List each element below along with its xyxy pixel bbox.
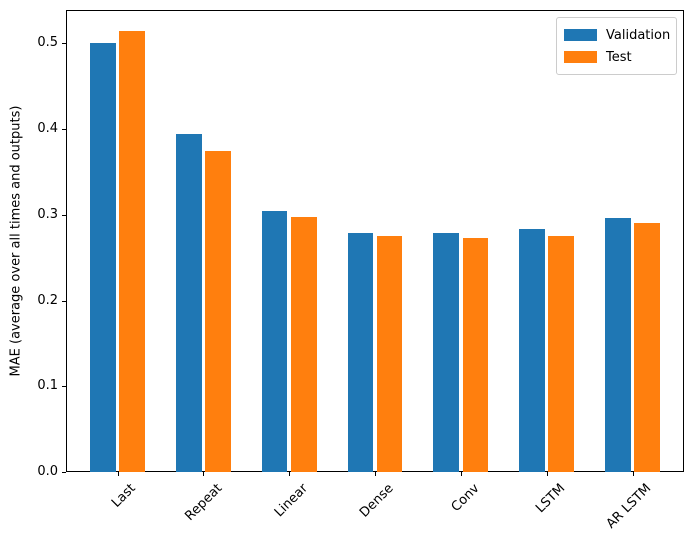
x-tick-mark: [460, 472, 462, 476]
bar-test-dense: [376, 236, 403, 472]
bar-validation-ar-lstm: [605, 218, 631, 472]
x-tick-mark: [117, 472, 119, 476]
x-tick-label-linear: Linear: [271, 481, 311, 521]
bar-test-conv: [462, 238, 489, 472]
x-tick-label-dense: Dense: [356, 481, 397, 521]
bar-validation-dense: [347, 232, 374, 472]
bar-test-linear: [290, 216, 317, 472]
plot-area: [66, 10, 684, 472]
bar-validation-last: [90, 42, 116, 472]
bar-test-ar-lstm: [634, 223, 660, 472]
x-tick-label-lstm: LSTM: [533, 481, 569, 517]
legend-item-test: Test: [564, 46, 668, 68]
legend-item-validation: Validation: [564, 24, 671, 46]
y-tick-mark: [62, 129, 66, 131]
y-tick-label: 0.2: [37, 292, 58, 308]
x-tick-label-ar-lstm: AR LSTM: [603, 481, 655, 532]
legend-label-validation: Validation: [606, 27, 671, 43]
bar-validation-linear: [261, 211, 288, 472]
x-tick-mark: [546, 472, 548, 476]
validation-series-swatch: [564, 29, 597, 41]
x-tick-mark: [375, 472, 376, 476]
legend: Validation Test: [556, 17, 677, 75]
y-tick-label: 0.0: [37, 464, 58, 479]
x-tick-label-last: Last: [109, 481, 140, 511]
y-tick-mark: [62, 386, 66, 388]
x-tick-mark: [289, 472, 291, 476]
test-series-swatch: [564, 51, 597, 63]
y-tick-mark: [62, 43, 66, 45]
bar-test-repeat: [205, 150, 231, 472]
y-tick-label: 0.4: [37, 121, 58, 137]
y-tick-mark: [62, 214, 66, 216]
bar-validation-conv: [433, 232, 460, 472]
y-tick-mark: [62, 472, 66, 473]
y-tick-mark: [62, 300, 66, 302]
x-tick-label-repeat: Repeat: [181, 481, 225, 524]
bar-validation-lstm: [519, 228, 545, 472]
x-tick-label-conv: Conv: [448, 481, 483, 515]
y-tick-label: 0.5: [37, 35, 58, 51]
y-axis-label: MAE (average over all times and outputs): [8, 105, 24, 377]
y-tick-label: 0.3: [37, 206, 58, 222]
y-tick-label: 0.1: [37, 378, 58, 394]
x-tick-mark: [203, 472, 205, 476]
legend-label-test: Test: [606, 49, 632, 65]
bar-validation-repeat: [175, 134, 202, 472]
x-tick-mark: [632, 472, 634, 476]
bar-test-last: [119, 31, 145, 472]
bar-test-lstm: [548, 236, 575, 472]
